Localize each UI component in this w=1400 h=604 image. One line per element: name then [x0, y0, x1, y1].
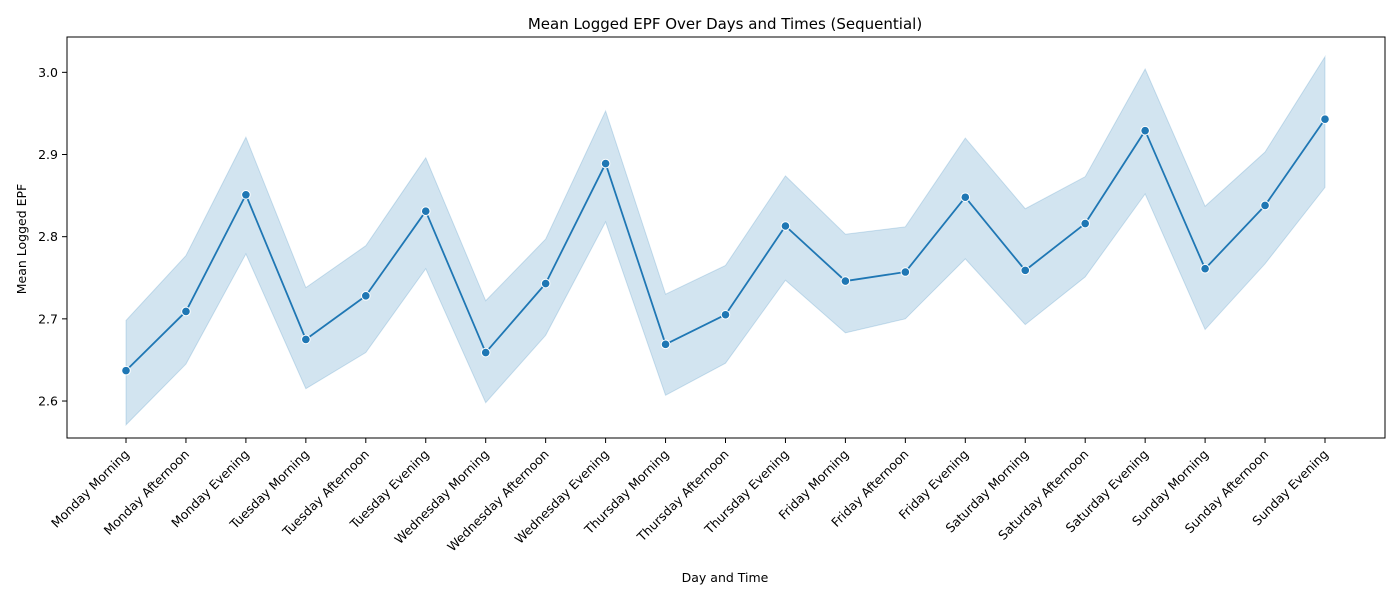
- y-axis-label: Mean Logged EPF: [14, 184, 29, 295]
- data-point: [900, 267, 911, 277]
- y-tick-label: 3.0: [38, 65, 58, 80]
- data-point: [780, 221, 791, 231]
- data-point: [1140, 125, 1150, 136]
- data-point-layer: [121, 114, 1330, 376]
- data-point: [181, 306, 191, 317]
- chart-title: Mean Logged EPF Over Days and Times (Seq…: [528, 15, 922, 33]
- data-point: [420, 206, 431, 216]
- data-point: [1200, 263, 1210, 274]
- data-point: [540, 278, 551, 289]
- confidence-band-layer: [125, 54, 1326, 427]
- data-point: [480, 347, 491, 358]
- y-tick-label: 2.7: [38, 311, 58, 326]
- confidence-band: [125, 54, 1326, 427]
- data-point: [1320, 114, 1330, 124]
- data-point: [1080, 218, 1090, 229]
- data-point: [840, 276, 851, 286]
- data-point: [121, 365, 131, 376]
- data-point: [1260, 200, 1270, 211]
- data-point: [1020, 265, 1031, 276]
- data-point: [361, 291, 371, 301]
- y-tick-label: 2.6: [38, 394, 58, 409]
- y-tick-layer: 2.6 2.7 2.8 2.9 3.0: [38, 65, 67, 409]
- x-axis-label: Day and Time: [682, 570, 769, 585]
- data-point: [720, 309, 731, 320]
- data-point: [660, 339, 671, 350]
- data-point: [241, 189, 251, 200]
- data-point: [600, 158, 611, 169]
- y-tick-label: 2.8: [38, 229, 58, 244]
- y-tick-label: 2.9: [38, 147, 58, 162]
- data-point: [301, 334, 311, 345]
- x-tick-label: Wednesday Afternoon: [444, 447, 552, 555]
- data-point: [960, 192, 971, 203]
